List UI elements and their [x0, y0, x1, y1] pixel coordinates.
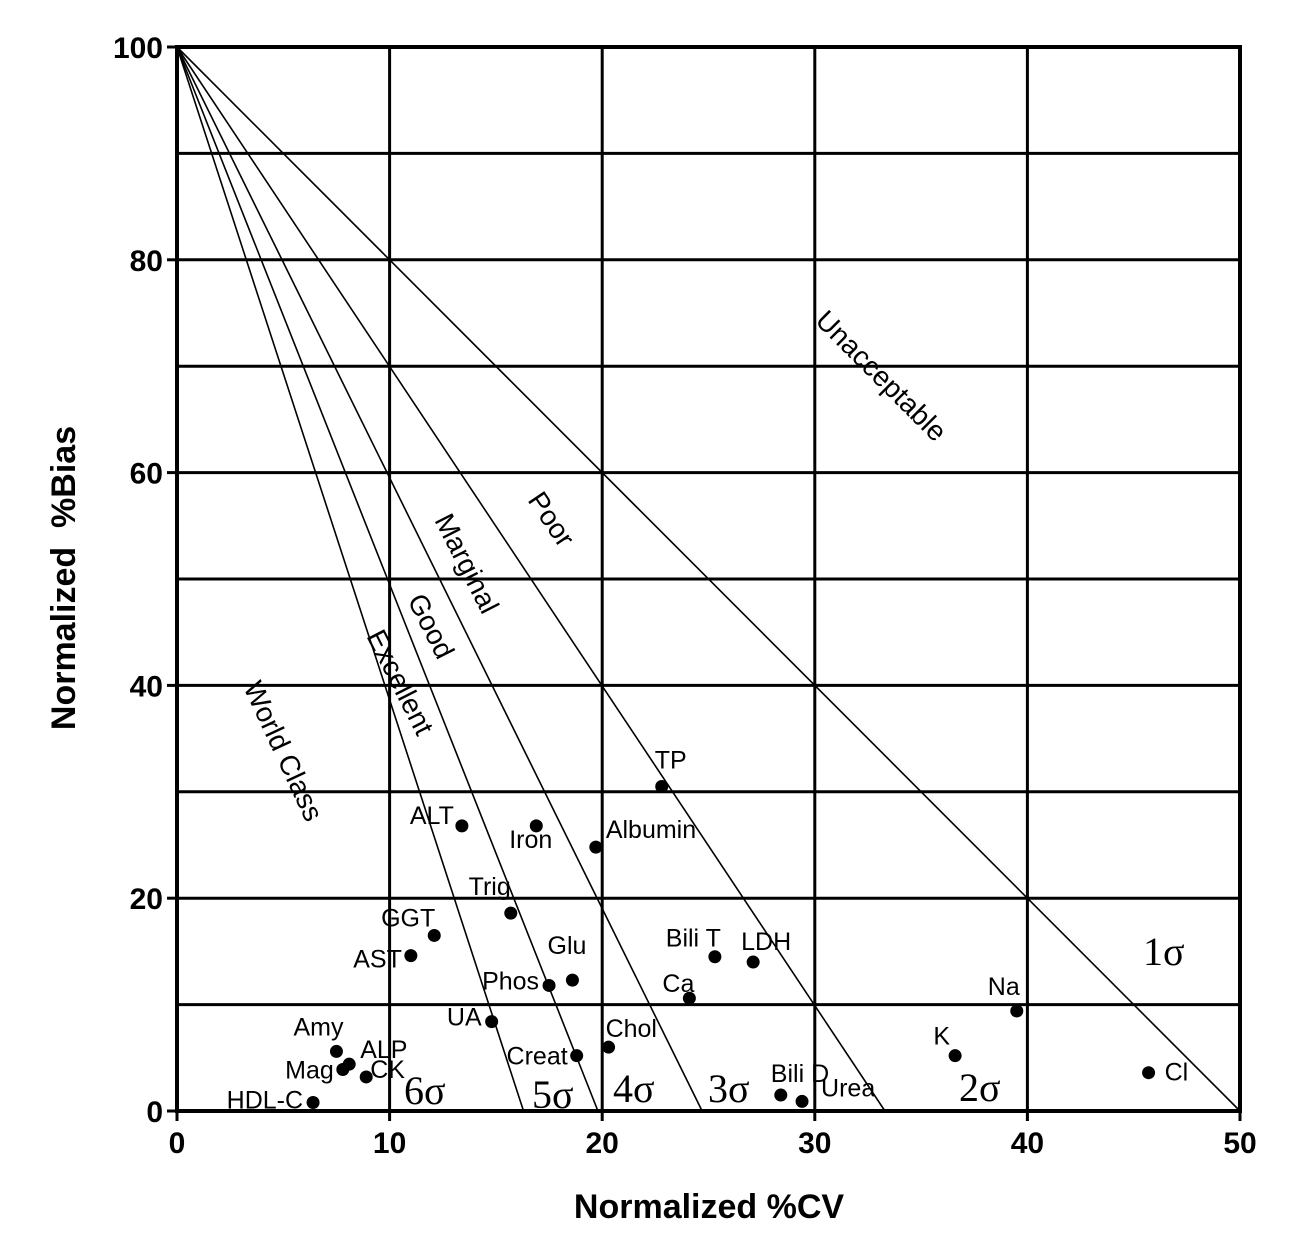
data-point	[570, 1049, 584, 1063]
data-point-label: HDL-C	[227, 1086, 303, 1114]
data-point-label: Urea	[821, 1074, 875, 1102]
data-point-label: Amy	[293, 1013, 344, 1041]
data-points: TP ALT Iron Albumin Trig GGT AST Glu Phos Bili T L…	[227, 746, 1189, 1114]
data-point-label: Glu	[548, 932, 587, 960]
data-point-label: CK	[370, 1056, 405, 1084]
data-point	[359, 1070, 373, 1084]
data-point	[682, 991, 696, 1005]
data-point	[455, 819, 469, 833]
sigma-label-6: 6σ	[404, 1068, 446, 1113]
data-point-label: Chol	[606, 1015, 657, 1043]
y-tick-label: 60	[130, 458, 163, 491]
data-point-label: Bili D	[771, 1060, 829, 1088]
sigma-label-3: 3σ	[708, 1066, 750, 1111]
data-point-label: K	[933, 1023, 950, 1051]
x-tick-label: 0	[169, 1127, 186, 1160]
y-tick-label: 100	[113, 32, 163, 65]
y-tick-label: 0	[146, 1096, 163, 1129]
data-point-label: UA	[447, 1004, 482, 1032]
sigma-lines	[176, 46, 1241, 1112]
sigma-label-5: 5σ	[532, 1072, 574, 1117]
y-tick-label: 20	[130, 883, 163, 916]
x-tick-label: 50	[1223, 1127, 1256, 1160]
x-tick-label: 10	[373, 1127, 406, 1160]
data-point-label: ALP	[360, 1036, 407, 1064]
plot-frame	[175, 45, 1242, 1113]
data-point	[542, 978, 556, 992]
data-point-label: AST	[353, 946, 402, 974]
region-label-good: Good	[402, 589, 461, 664]
x-tick-label: 40	[1011, 1127, 1044, 1160]
sigma-line-5	[176, 46, 525, 1112]
data-point	[529, 819, 543, 833]
data-point	[795, 1094, 809, 1108]
x-tick-label: 30	[798, 1127, 831, 1160]
data-point-label: Na	[988, 973, 1020, 1001]
data-point	[565, 973, 579, 987]
data-point-label: LDH	[741, 928, 791, 956]
x-tick-label: 20	[586, 1127, 619, 1160]
data-point	[485, 1015, 499, 1029]
data-point-label: GGT	[381, 904, 435, 932]
data-point	[602, 1040, 616, 1054]
sigma-label-2: 2σ	[959, 1065, 1001, 1110]
grid	[177, 47, 1240, 1111]
sigma-line-2	[176, 46, 886, 1112]
region-label-marginal: Marginal	[429, 509, 505, 619]
data-point	[404, 949, 418, 963]
data-point-label: Phos	[482, 967, 539, 995]
region-label-unacceptable: Unacceptable	[810, 304, 953, 447]
data-point-label: Ca	[662, 970, 694, 998]
y-tick-label: 80	[130, 245, 163, 278]
data-point	[306, 1095, 320, 1109]
data-point	[774, 1088, 788, 1102]
data-point-label: Trig	[469, 873, 511, 901]
x-axis-title: Normalized %CV	[574, 1188, 844, 1226]
data-point	[589, 840, 603, 854]
data-point-label: Cl	[1165, 1059, 1189, 1087]
data-point	[427, 928, 441, 942]
region-label-world-class: World Class	[238, 676, 330, 825]
region-label-poor: Poor	[522, 486, 581, 552]
data-point-label: TP	[655, 746, 687, 774]
y-axis-title: Normalized %Bias	[45, 426, 83, 730]
sigma-line-1	[176, 46, 1241, 1112]
data-point-label: ALT	[410, 802, 454, 830]
data-point	[746, 955, 760, 969]
data-point	[329, 1044, 343, 1058]
data-point	[948, 1049, 962, 1063]
data-point	[504, 906, 518, 920]
axis-ticks: 0 10 20 30 40 50 0 20 40 60 80 100	[113, 32, 1257, 1160]
data-point-label: Bili T	[666, 925, 721, 953]
y-tick-label: 40	[130, 670, 163, 703]
data-point-label: Iron	[509, 826, 552, 854]
data-point	[708, 950, 722, 964]
sigma-label-4: 4σ	[613, 1066, 655, 1111]
data-point-label: Creat	[507, 1043, 568, 1071]
data-point	[655, 779, 669, 793]
data-point	[1142, 1066, 1156, 1080]
data-point	[1010, 1004, 1024, 1018]
data-point	[336, 1063, 350, 1077]
data-point-label: Mag	[285, 1057, 334, 1085]
data-point-label: Albumin	[606, 816, 696, 844]
sigma-line-3	[176, 46, 703, 1112]
sigma-label-1: 1σ	[1143, 929, 1185, 974]
sigma-line-4	[176, 46, 599, 1112]
